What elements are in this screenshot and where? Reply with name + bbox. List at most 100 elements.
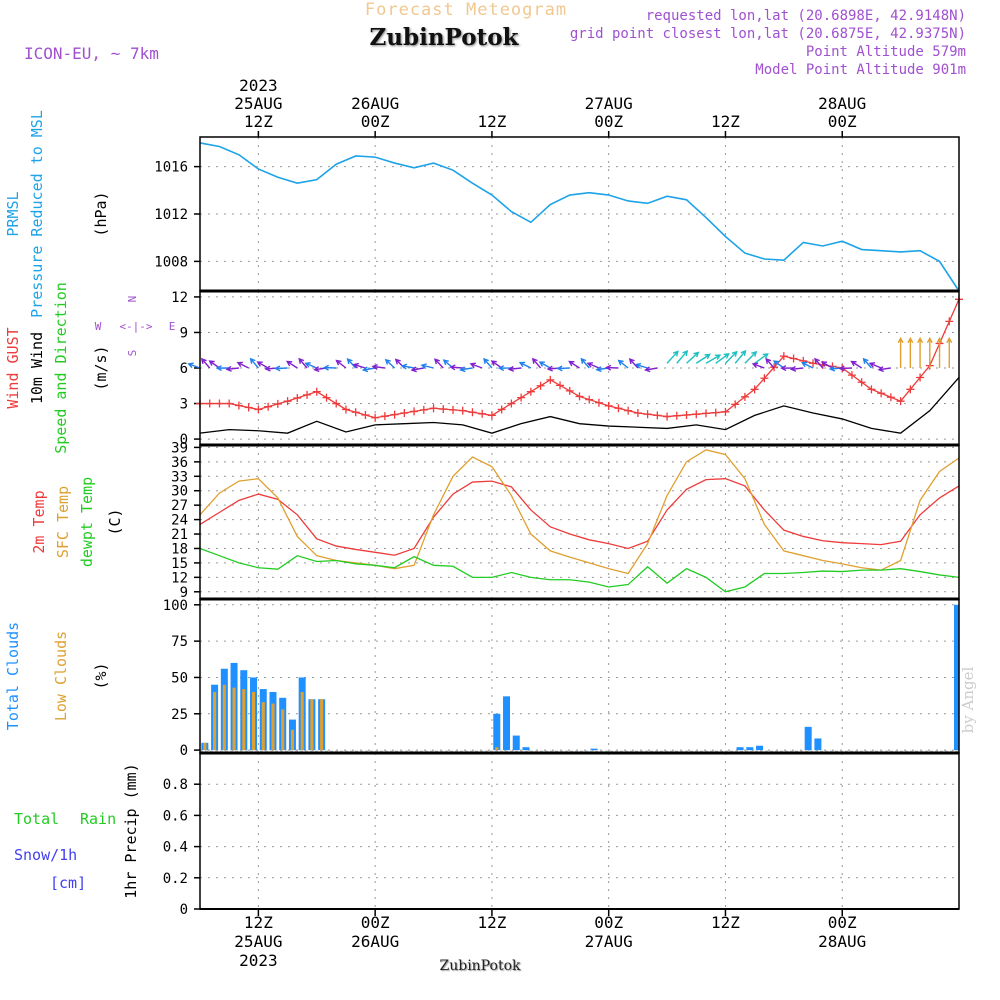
top-time-label: 00Z	[594, 112, 623, 131]
bottom-time-label: 12Z	[477, 913, 506, 932]
gust-marker	[750, 385, 759, 394]
gust-marker	[439, 405, 448, 414]
wind-direction-arrow	[877, 366, 891, 373]
y-tick-label: 9	[180, 325, 188, 341]
wind-direction-arrow	[256, 361, 269, 369]
wind-direction-arrow	[617, 359, 629, 369]
bottom-time-label: 00Z	[828, 913, 857, 932]
panel-5: 0 0.2 0.4 0.6 0.8 1hr Precip (mm) Total RainSno…	[14, 752, 960, 918]
gust-marker	[371, 413, 380, 422]
y-tick-label: 0.4	[163, 840, 188, 856]
low-clouds-bar	[495, 747, 499, 751]
model-label: ICON-EU, ~ 7km	[24, 44, 159, 63]
top-time-label: 25AUG	[234, 94, 282, 113]
wind-direction-arrow	[907, 336, 914, 368]
wind-direction-arrow	[434, 358, 444, 369]
panel-left-label: 10m Wind	[28, 332, 46, 404]
wind-direction-arrow	[420, 363, 434, 370]
wind-direction-arrow	[400, 363, 415, 370]
wind-direction-arrow	[754, 353, 769, 364]
gust-marker	[390, 410, 399, 419]
gust-marker	[400, 409, 409, 418]
wind-direction-arrow	[352, 362, 366, 369]
wind-direction-arrow	[236, 361, 249, 369]
panel-left-label: Pressure Reduced to MSL	[28, 110, 46, 318]
gust-marker	[351, 408, 360, 417]
gust-marker	[215, 399, 224, 408]
wind-direction-arrow	[820, 361, 833, 369]
total-clouds-bar	[814, 738, 822, 751]
gust-marker	[244, 403, 253, 412]
footer-location: ZubinPotok	[439, 958, 521, 974]
compass-south: S	[126, 350, 139, 357]
y-tick-label: 24	[171, 513, 188, 529]
wind-direction-arrow	[724, 350, 738, 364]
wind-direction-arrow	[666, 350, 679, 364]
top-time-label: 00Z	[828, 112, 857, 131]
pressure-line	[199, 142, 960, 292]
gust-marker	[896, 397, 905, 406]
y-tick-label: 100	[163, 598, 188, 614]
total-clouds-bar	[512, 735, 520, 751]
panel-4: 0 25 50 75 100 (%) Total Clouds Low Clouds	[4, 598, 960, 759]
gust-marker	[614, 404, 623, 413]
low-clouds-bar	[271, 703, 275, 751]
wind-direction-arrow	[862, 357, 872, 369]
y-tick-label: 9	[180, 585, 188, 601]
low-clouds-bar	[203, 742, 207, 751]
low-clouds-bar	[310, 699, 314, 751]
wind-direction-arrow	[780, 365, 794, 372]
gust-marker	[322, 393, 331, 402]
wind-direction-arrow	[225, 365, 240, 372]
gust-marker	[536, 381, 545, 390]
wind-direction-arrow	[531, 357, 542, 369]
wind-direction-arrow	[917, 336, 924, 368]
low-clouds-bar	[261, 702, 265, 751]
y-tick-label: 3	[180, 397, 188, 413]
gust-marker	[847, 371, 856, 380]
wind-direction-arrow	[604, 364, 619, 371]
wind-direction-arrow	[490, 360, 503, 369]
wind-direction-arrow	[384, 358, 396, 369]
bottom-time-label: 27AUG	[585, 932, 633, 951]
panel-left-label: Speed and Direction	[52, 282, 70, 454]
y-tick-label: 0	[180, 902, 188, 918]
wind-direction-arrow	[765, 357, 775, 369]
wind-direction-arrow	[695, 353, 711, 364]
compass-west: W	[95, 320, 102, 333]
wind-direction-arrow	[200, 357, 211, 369]
wind-direction-arrow	[410, 366, 424, 373]
gust-marker	[877, 389, 886, 398]
wind-direction-arrow	[187, 362, 201, 369]
bottom-time-label: 28AUG	[818, 932, 866, 951]
y-tick-label: 50	[171, 670, 188, 686]
wind-direction-arrow	[580, 357, 590, 369]
y-axis-label: 1hr Precip (mm)	[122, 763, 140, 898]
gust-marker	[410, 407, 419, 416]
wind-direction-arrow	[469, 362, 483, 369]
panel-left-label: Low Clouds	[52, 631, 70, 721]
y-tick-label: 1008	[154, 254, 188, 270]
gust-marker	[789, 354, 798, 363]
panel-left-label: dewpt Temp	[78, 477, 96, 567]
gust-marker	[526, 387, 535, 396]
temp-2m-line	[199, 478, 960, 556]
gust-marker	[293, 394, 302, 403]
top-time-label: 12Z	[477, 112, 506, 131]
forecast-meteogram-title: Forecast Meteogram	[364, 0, 568, 20]
gust-marker	[507, 399, 516, 408]
total-clouds-bar	[954, 604, 959, 751]
gust-marker	[916, 373, 925, 382]
wind-direction-arrow	[274, 365, 288, 372]
y-tick-label: 18	[171, 541, 188, 557]
wind-direction-arrow	[789, 365, 804, 372]
gust-marker	[303, 390, 312, 399]
gust-marker	[711, 408, 720, 417]
y-tick-label: 0.8	[163, 777, 188, 793]
y-tick-label: 75	[171, 634, 188, 650]
gust-marker	[497, 405, 506, 414]
wind-direction-arrow	[850, 360, 863, 369]
wind-direction-arrow	[586, 362, 600, 369]
